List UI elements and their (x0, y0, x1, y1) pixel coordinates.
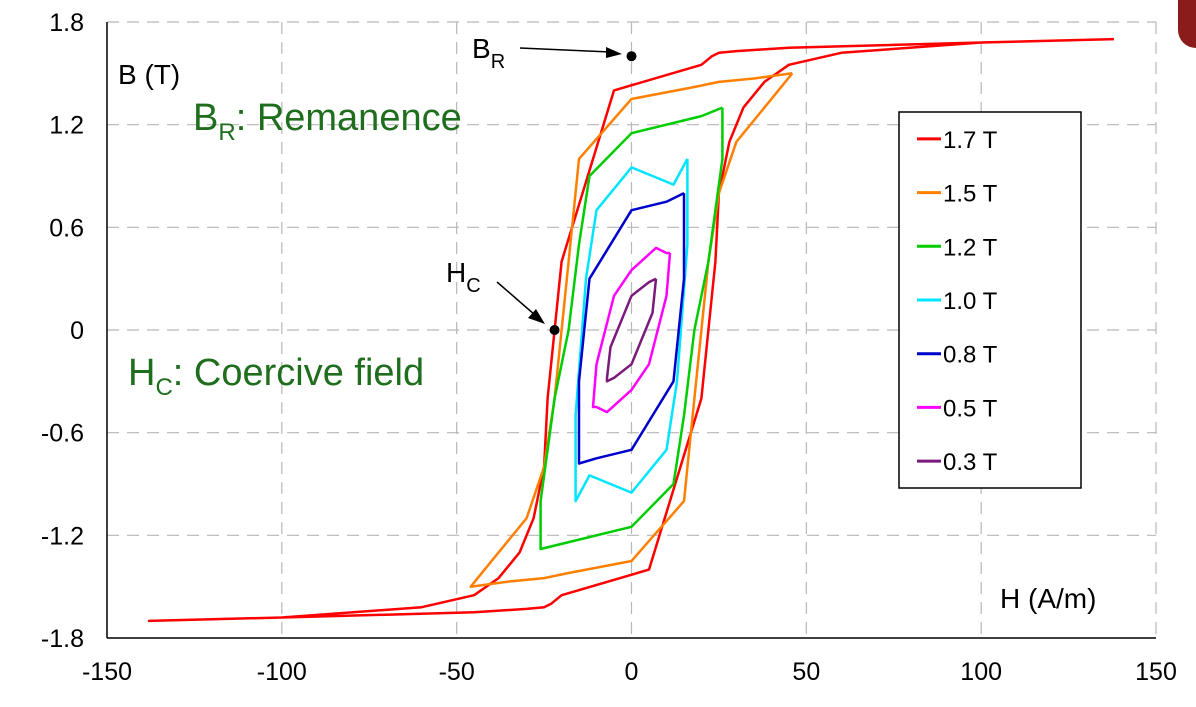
x-tick-label: 50 (792, 658, 820, 686)
remanence-arrow (519, 47, 611, 53)
coercive-def-symbol: H (128, 352, 155, 394)
y-axis-label: B (T) (118, 59, 180, 90)
x-tick-label: -100 (257, 658, 307, 686)
coercive-def-subscript: C (155, 374, 172, 401)
remanence-arrowhead (606, 47, 622, 58)
y-tick-label: -1.2 (41, 522, 84, 550)
coercive-label: HC (446, 257, 481, 297)
legend-label: 1.2 T (943, 234, 998, 261)
legend-label: 0.5 T (943, 395, 998, 422)
y-tick-label: -1.8 (41, 625, 84, 653)
coercive-arrowhead (528, 309, 545, 324)
marker-points (549, 51, 637, 335)
x-axis-label: H (A/m) (1000, 583, 1096, 614)
x-tick-label: 150 (1135, 658, 1177, 686)
series-line-5 (591, 246, 672, 414)
remanence-def-symbol: B (193, 97, 218, 139)
legend-label: 0.3 T (943, 449, 998, 476)
y-tick-label: 0 (70, 317, 84, 345)
series-lines (147, 37, 1115, 623)
x-tick-labels: -150 -100 -50 0 50 100 150 (82, 658, 1177, 686)
x-tick-label: -150 (82, 658, 132, 686)
y-tick-labels: -1.8 -1.2 -0.6 0 0.6 1.2 1.8 (41, 9, 84, 653)
legend-label: 0.8 T (943, 342, 998, 369)
coercive-label-symbol: H (446, 257, 466, 288)
x-tick-label: -50 (439, 658, 475, 686)
remanence-definition: BR: Remanence (193, 97, 462, 146)
coercive-def-text: : Coercive field (173, 352, 424, 394)
legend-label: 1.0 T (943, 288, 998, 315)
legend: 1.7 T 1.5 T 1.2 T 1.0 T 0.8 T 0.5 T 0.3 T (898, 111, 1082, 489)
marker-1 (549, 325, 560, 335)
remanence-def-text: : Remanence (236, 97, 462, 139)
y-tick-label: 1.2 (49, 112, 84, 140)
y-tick-label: 0.6 (49, 214, 84, 242)
coercive-definition: HC: Coercive field (128, 352, 424, 401)
series-line-3 (574, 158, 689, 503)
series-line-6 (605, 277, 658, 383)
legend-label: 1.7 T (943, 127, 998, 154)
series-line-4 (577, 191, 686, 465)
coercive-label-subscript: C (466, 275, 480, 297)
marker-0 (626, 51, 637, 62)
y-tick-label: -0.6 (41, 420, 84, 448)
x-tick-label: 100 (960, 658, 1002, 686)
remanence-label-subscript: R (491, 51, 505, 73)
x-tick-label: 0 (625, 658, 639, 686)
series-line-2 (539, 106, 724, 551)
corner-decoration (1178, 0, 1196, 48)
remanence-label: BR (472, 33, 505, 73)
series-line-0 (147, 37, 1115, 623)
remanence-label-symbol: B (472, 33, 491, 64)
y-tick-label: 1.8 (49, 9, 84, 37)
coercive-arrow (496, 281, 536, 316)
legend-label: 1.5 T (943, 181, 998, 208)
remanence-def-subscript: R (218, 119, 235, 146)
